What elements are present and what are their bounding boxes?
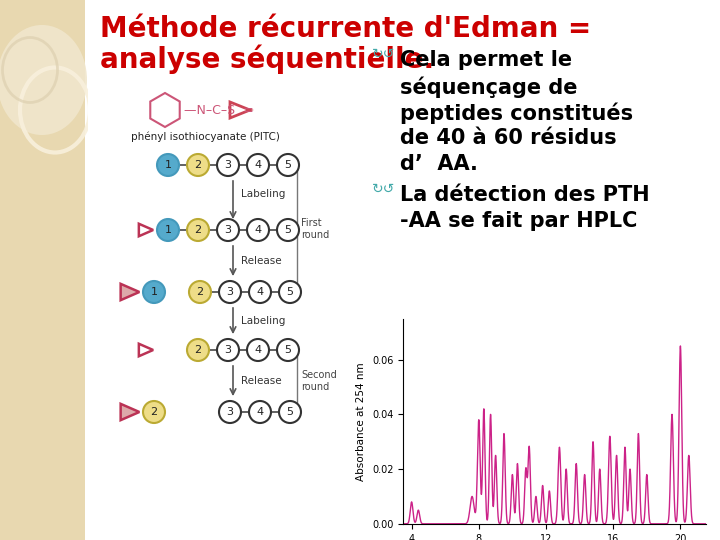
Text: Labeling: Labeling xyxy=(241,189,285,199)
Polygon shape xyxy=(121,284,140,300)
Text: 1: 1 xyxy=(150,287,158,297)
Circle shape xyxy=(217,219,239,241)
Text: peptides constitués: peptides constitués xyxy=(400,102,633,124)
Text: analyse séquentielle.: analyse séquentielle. xyxy=(100,45,434,75)
Text: Release: Release xyxy=(241,376,282,386)
Circle shape xyxy=(217,154,239,176)
Text: 3: 3 xyxy=(225,225,232,235)
Text: ↻↺: ↻↺ xyxy=(372,47,395,61)
Text: 3: 3 xyxy=(225,160,232,170)
Text: La détection des PTH: La détection des PTH xyxy=(400,185,649,205)
Circle shape xyxy=(219,281,241,303)
Text: 4: 4 xyxy=(254,225,261,235)
Text: 4: 4 xyxy=(256,287,264,297)
Circle shape xyxy=(187,219,209,241)
Circle shape xyxy=(279,401,301,423)
Text: 3: 3 xyxy=(227,287,233,297)
Text: 5: 5 xyxy=(284,225,292,235)
Circle shape xyxy=(249,281,271,303)
Polygon shape xyxy=(88,90,448,490)
Y-axis label: Absorbance at 254 nm: Absorbance at 254 nm xyxy=(356,362,366,481)
Text: 2: 2 xyxy=(194,345,202,355)
Circle shape xyxy=(279,281,301,303)
Polygon shape xyxy=(0,0,85,540)
Circle shape xyxy=(143,401,165,423)
Text: Labeling: Labeling xyxy=(241,316,285,326)
Polygon shape xyxy=(121,404,140,420)
Circle shape xyxy=(187,154,209,176)
Text: ↻↺: ↻↺ xyxy=(372,182,395,196)
Text: phényl isothiocyanate (PITC): phényl isothiocyanate (PITC) xyxy=(130,132,279,143)
Circle shape xyxy=(277,154,299,176)
Text: Cela permet le: Cela permet le xyxy=(400,50,572,70)
Circle shape xyxy=(277,339,299,361)
Text: 3: 3 xyxy=(227,407,233,417)
Text: —N–C–S  =: —N–C–S = xyxy=(184,104,253,117)
Text: 4: 4 xyxy=(254,160,261,170)
Text: 2: 2 xyxy=(150,407,158,417)
Circle shape xyxy=(247,154,269,176)
Text: 5: 5 xyxy=(287,287,294,297)
Text: -AA se fait par HPLC: -AA se fait par HPLC xyxy=(400,211,637,231)
Text: Second
round: Second round xyxy=(301,370,337,392)
Circle shape xyxy=(157,154,179,176)
Circle shape xyxy=(157,219,179,241)
Circle shape xyxy=(187,339,209,361)
Text: 2: 2 xyxy=(197,287,204,297)
Text: 4: 4 xyxy=(254,345,261,355)
Circle shape xyxy=(277,219,299,241)
Circle shape xyxy=(219,401,241,423)
Text: 2: 2 xyxy=(194,225,202,235)
Circle shape xyxy=(217,339,239,361)
Text: 1: 1 xyxy=(164,160,171,170)
Circle shape xyxy=(247,219,269,241)
Text: 2: 2 xyxy=(194,160,202,170)
Text: 3: 3 xyxy=(225,345,232,355)
Circle shape xyxy=(247,339,269,361)
Text: First
round: First round xyxy=(301,218,329,240)
Text: séquençage de: séquençage de xyxy=(400,76,577,98)
Ellipse shape xyxy=(0,25,87,135)
Text: Release: Release xyxy=(241,256,282,266)
Text: 5: 5 xyxy=(284,160,292,170)
Text: Méthode récurrente d'Edman =: Méthode récurrente d'Edman = xyxy=(100,15,591,43)
Text: 5: 5 xyxy=(284,345,292,355)
Circle shape xyxy=(189,281,211,303)
Circle shape xyxy=(249,401,271,423)
Text: 4: 4 xyxy=(256,407,264,417)
Text: de 40 à 60 résidus: de 40 à 60 résidus xyxy=(400,128,616,148)
Circle shape xyxy=(143,281,165,303)
Text: 1: 1 xyxy=(164,225,171,235)
Text: d’  AA.: d’ AA. xyxy=(400,154,478,174)
Text: 5: 5 xyxy=(287,407,294,417)
